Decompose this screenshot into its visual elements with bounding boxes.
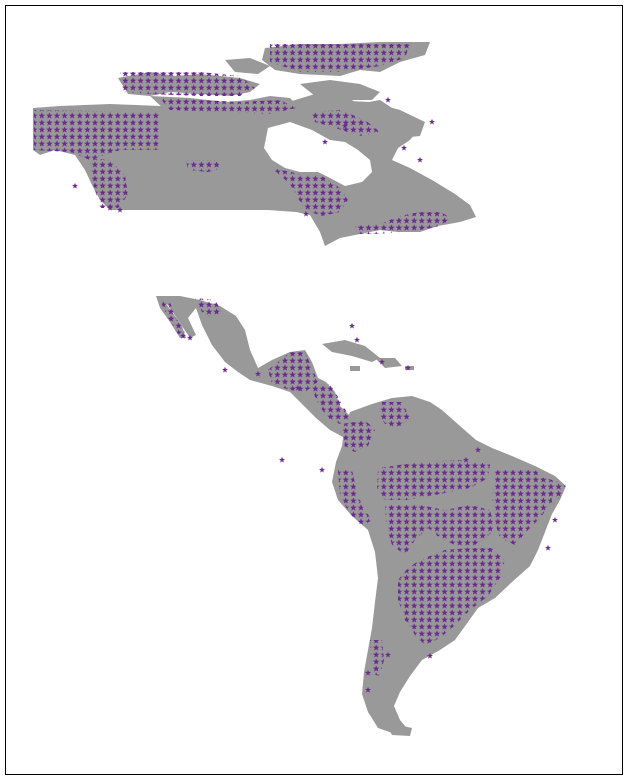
star-marker [365,669,371,676]
occurrence-cluster [370,640,384,676]
star-marker [429,118,435,125]
star-marker [552,516,558,523]
latin-america-occurrences [160,298,566,676]
star-marker [379,358,385,365]
star-marker [72,182,78,189]
star-marker [117,206,123,213]
star-marker [222,366,228,373]
star-marker [180,332,186,339]
star-marker [349,322,355,329]
star-marker [401,144,407,151]
occurrence-cluster [385,505,495,555]
star-marker [545,544,551,551]
occurrence-cluster [545,478,566,500]
occurrence-cluster [377,460,490,500]
mexico-central-america [156,296,356,438]
newfoundland [440,196,462,218]
star-marker [463,456,469,463]
star-marker [417,156,423,163]
star-marker [295,384,301,391]
occurrence-cluster [342,420,375,452]
star-marker [405,364,411,371]
occurrence-cluster [355,212,452,234]
hudson-bay [264,122,372,186]
occurrence-cluster [268,352,318,392]
occurrence-cluster [378,402,410,428]
cuba [322,340,380,362]
arctic-island-4 [300,80,380,100]
occurrence-cluster [338,470,372,526]
star-marker [303,210,309,217]
star-marker [385,651,391,658]
occurrence-cluster [270,44,410,72]
occurrence-cluster [90,158,128,208]
star-marker [354,336,360,343]
star-marker [107,204,113,211]
star-marker [322,138,328,145]
occurrence-cluster [34,110,160,160]
star-marker [319,466,325,473]
star-marker [427,652,433,659]
star-marker [365,686,371,693]
hispaniola [375,358,402,368]
arctic-island-5 [225,58,270,74]
occurrence-cluster [310,384,350,424]
occurrence-cluster [186,160,222,172]
star-marker [255,370,261,377]
jamaica [350,366,360,371]
occurrence-cluster [272,168,348,216]
star-marker [279,456,285,463]
tierra-del-fuego [385,722,412,736]
star-marker [475,446,481,453]
scattered-markers [72,96,558,693]
baffin-island [330,100,425,138]
occurrence-cluster [492,470,552,545]
star-marker [385,96,391,103]
occurrence-cluster [160,98,296,114]
star-marker [187,334,193,341]
occurrence-cluster [160,300,185,334]
occurrence-cluster [195,298,222,318]
occurrence-cluster [120,72,255,96]
star-marker [342,122,348,129]
occurrence-cluster [398,548,505,645]
